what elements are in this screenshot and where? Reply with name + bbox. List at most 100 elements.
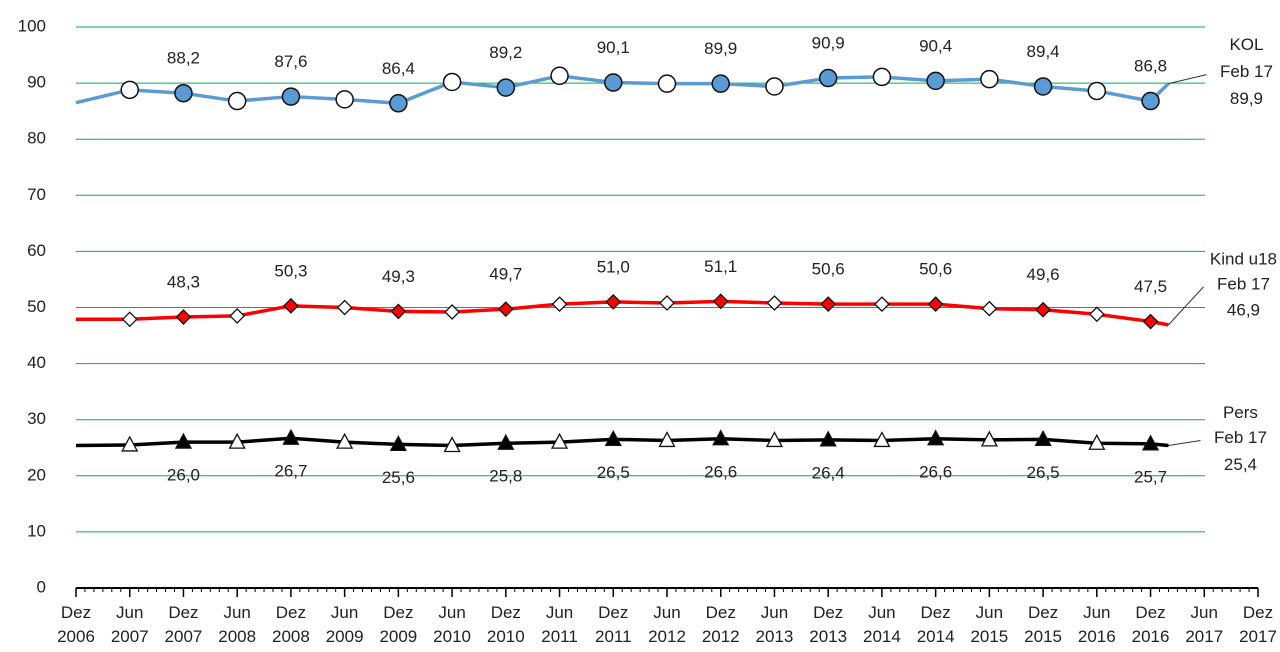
end-value-label: 89,9 (1230, 89, 1263, 108)
marker (657, 74, 677, 93)
data-label: 49,6 (1027, 265, 1060, 284)
x-tick-label-part: Jun (1191, 603, 1218, 622)
marker (335, 90, 354, 109)
x-tick-label-part: Jun (223, 603, 250, 622)
x-tick-label-part: Dez (813, 603, 843, 622)
data-label: 50,3 (274, 261, 307, 280)
x-tick-label: Jun 2010 (433, 603, 471, 646)
x-tick-label: Dez 2013 (809, 603, 847, 646)
x-tick-label-part: 2008 (218, 627, 256, 646)
x-tick-label-part: 2014 (863, 627, 901, 646)
marker (1088, 433, 1106, 450)
y-tick-label: 10 (27, 521, 46, 540)
x-tick-label-part: Dez (1243, 603, 1273, 622)
x-tick-label: Jun 2012 (648, 603, 686, 646)
x-tick-label-part: 2015 (1024, 627, 1062, 646)
marker (336, 299, 353, 316)
marker (1142, 313, 1159, 330)
marker (390, 303, 407, 320)
marker (980, 430, 998, 447)
y-tick-label: 40 (27, 353, 46, 372)
marker (1141, 434, 1160, 451)
x-tick-label: Dez 2009 (379, 603, 417, 646)
marker (497, 301, 514, 318)
data-label: 51,1 (704, 257, 737, 276)
marker (174, 83, 193, 103)
marker (1141, 91, 1160, 111)
marker (927, 296, 944, 313)
x-tick-label: Jun 2013 (756, 603, 794, 646)
data-label: 88,2 (167, 49, 200, 68)
marker (336, 432, 354, 449)
marker (818, 68, 838, 88)
series-name: KOL (1229, 35, 1263, 54)
x-tick-label-part: 2013 (809, 627, 847, 646)
x-tick-label-part: 2016 (1078, 627, 1116, 646)
data-label: 86,4 (382, 59, 415, 78)
x-tick-label: Dez 2006 (57, 603, 95, 646)
marker (873, 431, 891, 448)
x-tick-label: Dez 2011 (595, 603, 632, 646)
marker (120, 80, 139, 100)
marker (711, 74, 730, 93)
x-tick-label-part: 2013 (756, 627, 794, 646)
data-label: 51,0 (597, 257, 630, 276)
x-tick-label-part: Jun (331, 603, 358, 622)
y-tick-label: 90 (27, 73, 46, 92)
data-label: 25,7 (1134, 467, 1167, 486)
data-label: 89,9 (704, 39, 737, 58)
x-tick-label-part: 2017 (1185, 627, 1223, 646)
series-line (76, 299, 1169, 327)
x-tick-label-part: Dez (921, 603, 951, 622)
x-tick-label-part: Dez (276, 603, 306, 622)
series-line (75, 74, 1170, 106)
end-value-label: 25,4 (1224, 455, 1257, 474)
x-tick-label: Dez 2015 (1024, 603, 1062, 646)
marker (497, 433, 515, 450)
data-label: 89,4 (1027, 42, 1060, 61)
callout-leader (1168, 74, 1207, 85)
marker (281, 87, 301, 106)
marker (604, 429, 622, 446)
x-tick-label-part: 2010 (433, 627, 471, 646)
data-label: 25,8 (489, 467, 522, 486)
marker (443, 436, 461, 453)
marker (229, 307, 246, 324)
x-tick-label-part: Dez (383, 603, 413, 622)
x-tick-label-part: 2016 (1132, 627, 1170, 646)
data-label: 90,9 (812, 34, 845, 53)
x-tick-label: Jun 2014 (863, 603, 901, 646)
end-label: Feb 17 (1214, 428, 1267, 447)
marker (765, 431, 784, 448)
data-label: 87,6 (274, 52, 307, 71)
end-label: Feb 17 (1217, 274, 1270, 293)
series-line (75, 436, 1169, 448)
x-tick-label: Jun 2009 (326, 603, 364, 646)
x-tick-label: Jun 2007 (111, 603, 149, 646)
marker (389, 435, 407, 452)
marker (1088, 306, 1105, 323)
marker (1033, 77, 1053, 96)
y-tick-label: 60 (27, 241, 46, 260)
x-tick-label-part: Dez (168, 603, 198, 622)
x-tick-label-part: Jun (761, 603, 788, 622)
marker (605, 293, 622, 310)
x-tick-label: Jun 2011 (541, 603, 578, 646)
x-tick-label-part: Dez (61, 603, 91, 622)
data-label: 26,4 (812, 463, 845, 482)
callout-leader (1168, 286, 1204, 326)
data-label: 90,1 (597, 38, 630, 57)
x-tick-label: Jun 2016 (1078, 603, 1116, 646)
x-tick-label-part: Jun (438, 603, 465, 622)
x-tick-label: Dez 2017 (1239, 603, 1277, 646)
x-tick-label-part: Dez (706, 603, 736, 622)
marker (551, 296, 568, 313)
x-tick-label: Dez 2012 (702, 603, 740, 646)
marker (444, 304, 461, 320)
x-tick-label-part: 2014 (917, 627, 955, 646)
data-label: 25,6 (382, 468, 415, 487)
x-tick-label: Dez 2010 (487, 603, 525, 646)
marker (121, 435, 139, 452)
